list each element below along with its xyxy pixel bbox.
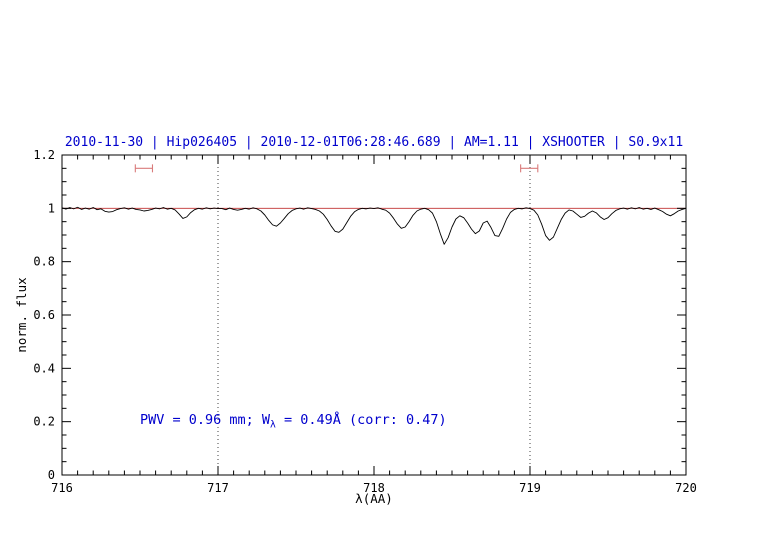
x-tick-label: 720 — [675, 481, 697, 495]
x-tick-label: 719 — [519, 481, 541, 495]
x-tick-label: 718 — [363, 481, 385, 495]
y-axis-label: norm. flux — [14, 277, 29, 353]
x-axis-label: λ(AA) — [355, 491, 393, 506]
y-tick-label: 1.2 — [33, 148, 55, 162]
x-tick-label: 716 — [51, 481, 73, 495]
y-tick-label: 0 — [48, 468, 55, 482]
y-tick-label: 0.2 — [33, 415, 55, 429]
y-tick-label: 0.8 — [33, 255, 55, 269]
annotation-text-pre: PWV = 0.96 mm; W — [140, 411, 271, 428]
spectrum-line — [61, 206, 687, 245]
y-tick-label: 0.4 — [33, 361, 55, 375]
pwv-annotation: PWV = 0.96 mm; Wλ = 0.49Å (corr: 0.47) — [140, 412, 447, 431]
plot-title: 2010-11-30 | Hip026405 | 2010-12-01T06:2… — [64, 135, 684, 150]
y-tick-label: 0.6 — [33, 308, 55, 322]
annotation-text-post: = 0.49Å (corr: 0.47) — [275, 411, 447, 428]
annotation-lambda-subscript: λ — [270, 419, 276, 431]
x-tick-label: 717 — [207, 481, 229, 495]
y-tick-label: 1 — [48, 201, 55, 215]
